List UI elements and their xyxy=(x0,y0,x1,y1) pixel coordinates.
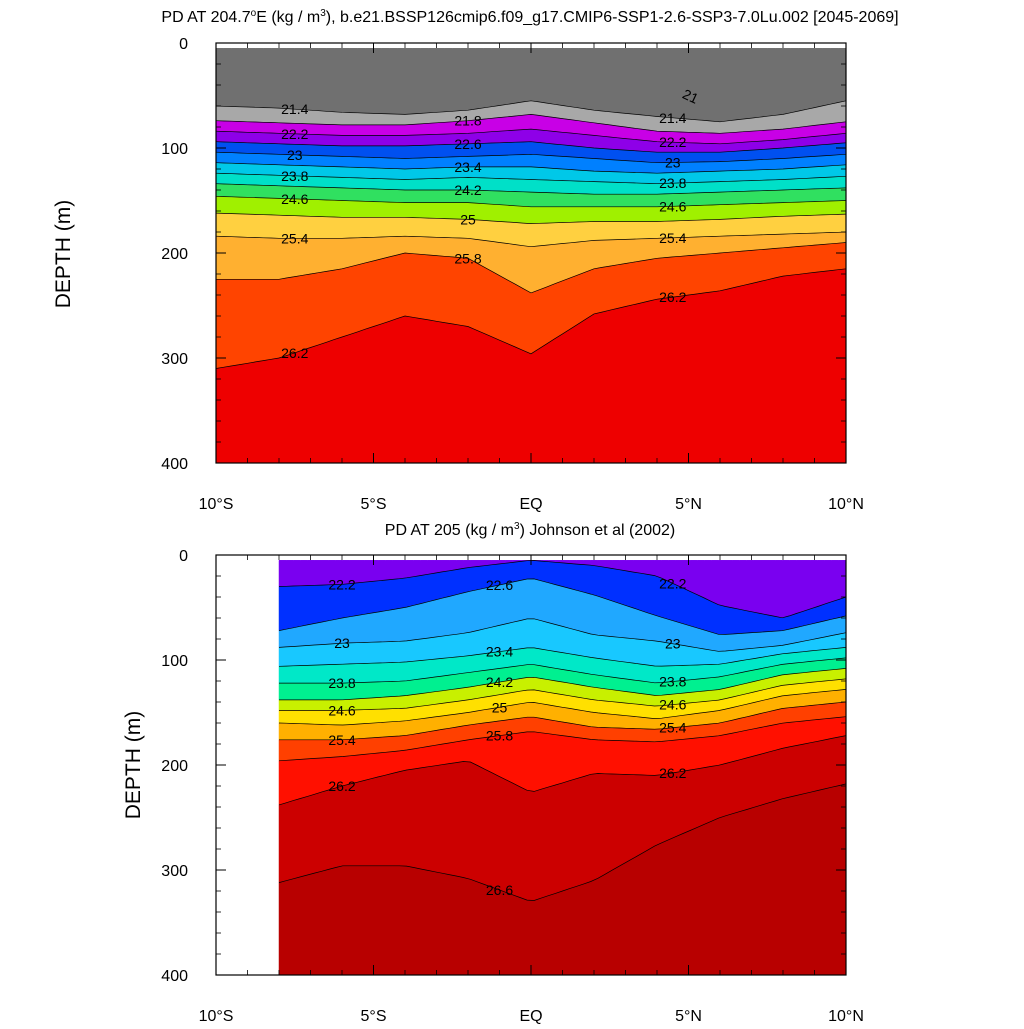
isopycnal-line xyxy=(278,716,847,762)
contour-label: 25.4 xyxy=(659,230,686,246)
contour-label: 22.6 xyxy=(454,136,481,152)
isopycnal-line xyxy=(215,162,847,174)
axes-model: 0 100 200 300 400 10°S 5°S EQ 5°N 10°N xyxy=(161,36,864,513)
contour-label: 26.2 xyxy=(659,289,686,305)
x-tick-label: 10°S xyxy=(199,1008,234,1024)
isopycnal-line xyxy=(215,100,847,123)
contour-label: 22.2 xyxy=(659,575,686,591)
panel-title-observations: PD AT 205 (kg / m3) Johnson et al (2002) xyxy=(385,521,675,539)
isopycnal-line xyxy=(279,657,847,684)
contour-label: 23.8 xyxy=(659,674,686,690)
y-tick-label: 0 xyxy=(179,548,188,565)
y-tick-label: 0 xyxy=(179,36,188,53)
x-tick-label: 10°S xyxy=(199,496,234,513)
panel-model: PD AT 204.7oE (kg / m3), b.e21.BSSP126cm… xyxy=(52,8,899,513)
isopycnal-line xyxy=(215,141,847,153)
x-tick-label: 5°N xyxy=(675,496,702,513)
contour-label: 24.2 xyxy=(486,674,513,690)
contour-label: 25.4 xyxy=(659,720,686,736)
y-tick-label: 300 xyxy=(161,351,188,368)
isopycnal-line xyxy=(278,618,847,652)
isopycnal-line xyxy=(216,242,847,294)
y-tick-label: 400 xyxy=(161,968,188,985)
contour-label: 24.6 xyxy=(328,702,355,718)
isopycnal-line xyxy=(278,647,847,667)
isopycnal-line xyxy=(279,668,847,701)
contour-label: 21.4 xyxy=(659,110,686,126)
contour-label: 23.8 xyxy=(281,168,308,184)
contour-label: 23 xyxy=(665,154,681,170)
isopycnal-line xyxy=(215,268,847,369)
contour-label: 25 xyxy=(492,699,508,715)
contour-label: 25.4 xyxy=(328,732,355,748)
isopycnal-line xyxy=(215,114,847,134)
contour-label: 26.2 xyxy=(328,778,355,794)
contour-label: 23 xyxy=(334,635,350,651)
contour-label: 22.2 xyxy=(328,576,355,592)
y-tick-label: 200 xyxy=(161,758,188,775)
x-tick-label: 5°S xyxy=(361,496,387,513)
y-axis-label: DEPTH (m) xyxy=(122,711,145,820)
contour-label: 24.6 xyxy=(281,191,308,207)
x-tick-label: EQ xyxy=(519,496,542,513)
contour-label: 25.4 xyxy=(281,230,308,246)
contour-label: 21.4 xyxy=(281,101,308,117)
x-tick-label: 10°N xyxy=(828,1008,864,1024)
contour-label: 23.4 xyxy=(486,644,513,660)
contour-label: 23.4 xyxy=(454,159,481,175)
contour-label: 21.8 xyxy=(454,113,481,129)
contour-label: 23 xyxy=(287,147,303,163)
isopycnal-line xyxy=(279,678,847,711)
y-tick-label: 200 xyxy=(161,246,188,263)
isopycnal-line xyxy=(215,195,847,208)
contour-label: 24.2 xyxy=(454,182,481,198)
contour-label: 22.2 xyxy=(659,134,686,150)
isopycnal-line xyxy=(279,701,847,741)
contour-label: 22.6 xyxy=(486,577,513,593)
isopycnal-line xyxy=(215,231,847,248)
x-tick-label: 5°N xyxy=(675,1008,702,1024)
x-tick-label: 10°N xyxy=(828,496,864,513)
y-tick-label: 100 xyxy=(161,141,188,158)
contour-label: 24.6 xyxy=(659,697,686,713)
panel-title-model: PD AT 204.7oE (kg / m3), b.e21.BSSP126cm… xyxy=(161,8,898,26)
isopycnal-line xyxy=(278,560,847,619)
contour-label: 23.8 xyxy=(659,175,686,191)
contour-label: 21 xyxy=(680,86,701,107)
contour-label: 25 xyxy=(460,211,476,227)
contour-label: 26.2 xyxy=(281,345,308,361)
isopycnal-line xyxy=(278,689,847,726)
contour-label: 23 xyxy=(665,636,681,652)
y-tick-label: 400 xyxy=(161,456,188,473)
contour-label: 24.6 xyxy=(659,198,686,214)
isopycnal-line xyxy=(215,183,847,195)
x-tick-label: 5°S xyxy=(361,1008,387,1024)
contour-label: 23.8 xyxy=(328,675,355,691)
isopycnal-line xyxy=(278,783,847,901)
contour-label: 25.8 xyxy=(486,728,513,744)
isopycnal-line xyxy=(215,128,847,145)
contour-label: 26.6 xyxy=(486,882,513,898)
contour-plot-model: 21.4 21.4 21.8 22.2 22.2 22.6 23 23 23.4 23.8 23.8… xyxy=(215,48,847,464)
x-tick-label: EQ xyxy=(519,1008,542,1024)
contour-label: 22.2 xyxy=(281,126,308,142)
isopycnal-line xyxy=(278,578,847,635)
isopycnal-line xyxy=(278,735,847,806)
y-tick-label: 100 xyxy=(161,653,188,670)
y-axis-label: DEPTH (m) xyxy=(52,200,75,309)
contour-label: 26.2 xyxy=(659,765,686,781)
isopycnal-line xyxy=(215,151,847,164)
y-tick-label: 300 xyxy=(161,863,188,880)
isopycnal-line xyxy=(215,172,847,185)
axes-observations: 0 100 200 300 400 10°S 5°S EQ 5°N 10°N xyxy=(161,548,864,1025)
isopycnal-line xyxy=(215,212,847,224)
contour-label: 25.8 xyxy=(454,250,481,266)
contour-plot-observations: 22.2 22.2 22.6 23 23 23.4 23.8 23.8 24.2 24.6 24.6… xyxy=(278,560,847,976)
panel-observations: PD AT 205 (kg / m3) Johnson et al (2002)… xyxy=(122,521,864,1025)
